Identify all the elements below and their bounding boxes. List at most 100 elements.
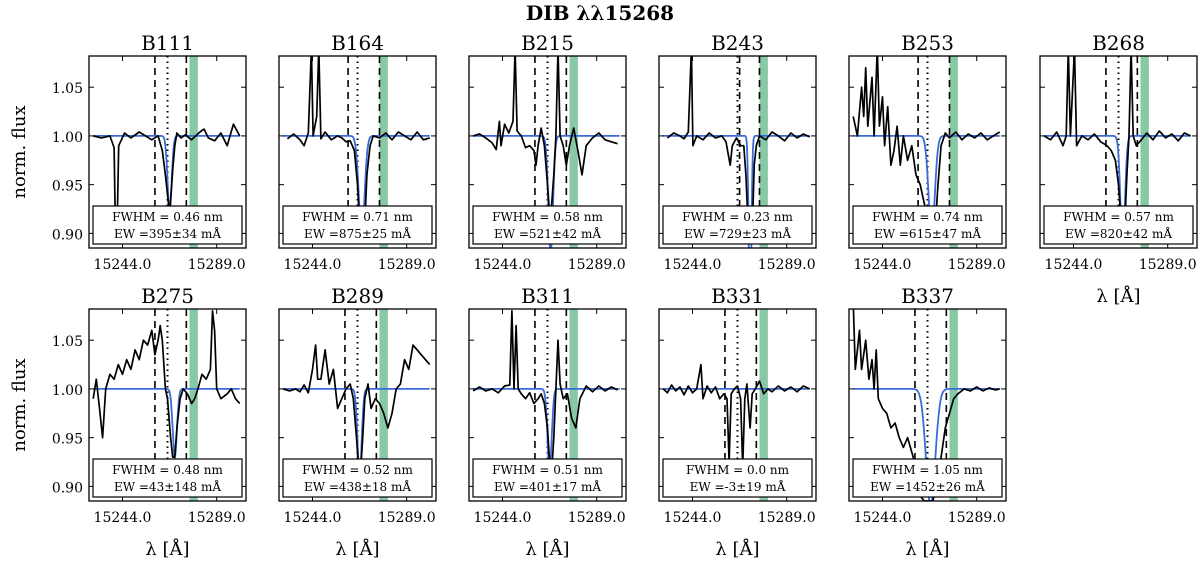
- x-tick-label: 15244.0: [94, 510, 152, 526]
- x-axis-label: λ [Å]: [525, 538, 569, 560]
- x-tick-label: 15244.0: [474, 510, 532, 526]
- shaded-band: [759, 56, 768, 248]
- fwhm-label: FWHM = 0.0 nm: [686, 463, 790, 477]
- panel-title: B275: [141, 284, 194, 308]
- ew-label: EW =521±42 mÅ: [494, 226, 601, 241]
- shaded-band: [189, 309, 198, 501]
- fwhm-label: FWHM = 0.51 nm: [492, 463, 603, 477]
- x-tick-label: 15244.0: [664, 257, 722, 273]
- panel-title: B164: [331, 31, 384, 55]
- fwhm-label: FWHM = 0.74 nm: [872, 210, 983, 224]
- shaded-band: [949, 56, 958, 248]
- spectrum-line: [92, 310, 241, 458]
- x-axis-label: λ [Å]: [715, 538, 759, 560]
- x-axis-label: λ [Å]: [905, 538, 949, 560]
- x-axis-label: λ [Å]: [1096, 285, 1140, 307]
- panel-B289: FWHM = 0.52 nm EW =438±18 mÅ B289 15244.0 15…: [278, 284, 437, 526]
- fit-curve: [853, 134, 1000, 235]
- y-tick-label: 1.05: [52, 334, 83, 350]
- spectrum-line: [852, 56, 1001, 244]
- x-tick-label: 15289.0: [188, 510, 246, 526]
- x-tick-label: 15289.0: [188, 257, 246, 273]
- y-axis-label: norm. flux: [9, 358, 30, 451]
- panel-title: B331: [711, 284, 764, 308]
- y-tick-label: 0.95: [52, 179, 83, 195]
- axes-frame: [468, 55, 627, 249]
- annotation-box: [472, 205, 623, 245]
- shaded-band: [759, 309, 768, 501]
- panel-B268: FWHM = 0.57 nm EW =820±42 mÅ B268 15244.0 15…: [1039, 31, 1198, 273]
- axes-frame: [278, 308, 437, 502]
- fwhm-label: FWHM = 0.58 nm: [492, 210, 603, 224]
- fit-curve: [93, 134, 240, 211]
- annotation-box: [662, 205, 813, 245]
- spectrum-line: [472, 310, 618, 473]
- panel-B215: FWHM = 0.58 nm EW =521±42 mÅ B215 15244.0 15…: [468, 31, 627, 273]
- x-tick-label: 15244.0: [854, 257, 912, 273]
- panel-B111: FWHM = 0.46 nm EW =395±34 mÅ B111 15244.0 15…: [52, 31, 247, 273]
- ew-label: EW =401±17 mÅ: [494, 479, 601, 494]
- annotation-box: [472, 458, 623, 498]
- x-tick-label: 15289.0: [378, 257, 436, 273]
- x-tick-label: 15244.0: [854, 510, 912, 526]
- panel-title: B289: [331, 284, 384, 308]
- panel-title: B337: [901, 284, 954, 308]
- ew-label: EW =43±148 mÅ: [114, 479, 221, 494]
- x-tick-label: 15244.0: [284, 257, 342, 273]
- x-tick-label: 15289.0: [948, 257, 1006, 273]
- ew-label: EW =729±23 mÅ: [684, 226, 791, 241]
- y-tick-label: 1.05: [52, 81, 83, 97]
- panel-B331: FWHM = 0.0 nm EW =-3±19 mÅ B331 15244.0 1528…: [658, 284, 817, 526]
- annotation-box: [1043, 205, 1194, 245]
- fwhm-label: FWHM = 0.23 nm: [682, 210, 793, 224]
- axes-frame: [468, 308, 627, 502]
- spectrum-line: [472, 56, 618, 215]
- fwhm-label: FWHM = 1.05 nm: [872, 463, 983, 477]
- panel-title: B243: [711, 31, 764, 55]
- annotation-box: [282, 458, 433, 498]
- panel-B164: FWHM = 0.71 nm EW =875±25 mÅ B164 15244.0 15…: [278, 31, 437, 273]
- axes-frame: [278, 55, 437, 249]
- shaded-band: [379, 56, 388, 248]
- spectrum-line: [666, 56, 811, 244]
- annotation-box: [282, 205, 433, 245]
- spectrum-line: [662, 363, 811, 468]
- figure-title: DIB λλ15268: [526, 1, 674, 25]
- shaded-band: [189, 56, 198, 248]
- fit-curve: [663, 134, 810, 248]
- x-tick-label: 15289.0: [568, 510, 626, 526]
- fwhm-label: FWHM = 0.48 nm: [112, 463, 223, 477]
- ew-label: EW =395±34 mÅ: [114, 226, 221, 241]
- fit-curve: [93, 387, 240, 460]
- shaded-band: [379, 309, 388, 501]
- y-tick-label: 0.95: [52, 432, 83, 448]
- fwhm-label: FWHM = 0.46 nm: [112, 210, 223, 224]
- panel-title: B111: [141, 31, 194, 55]
- ew-label: EW =438±18 mÅ: [304, 479, 411, 494]
- ew-label: EW =-3±19 mÅ: [690, 479, 786, 494]
- axes-frame: [1039, 55, 1198, 249]
- panel-title: B268: [1092, 31, 1145, 55]
- annotation-box: [92, 458, 243, 498]
- x-tick-label: 15244.0: [664, 510, 722, 526]
- axes-frame: [658, 55, 817, 249]
- panel-B275: FWHM = 0.48 nm EW =43±148 mÅ B275 15244.0 15…: [52, 284, 247, 526]
- fit-curve: [1044, 134, 1191, 245]
- axes-frame: [848, 308, 1007, 502]
- shaded-band: [569, 56, 578, 248]
- x-tick-label: 15244.0: [94, 257, 152, 273]
- panel-B337: FWHM = 1.05 nm EW =1452±26 mÅ B337 15244.0 1…: [848, 284, 1007, 526]
- shaded-band: [569, 309, 578, 501]
- x-tick-label: 15289.0: [1139, 257, 1197, 273]
- x-tick-label: 15244.0: [1045, 257, 1103, 273]
- fit-curve: [283, 387, 430, 477]
- annotation-box: [92, 205, 243, 245]
- axes-frame: [88, 308, 247, 502]
- ew-label: EW =615±47 mÅ: [874, 226, 981, 241]
- y-tick-label: 0.90: [52, 227, 83, 243]
- ew-label: EW =820±42 mÅ: [1065, 226, 1172, 241]
- annotation-box: [852, 458, 1003, 498]
- ew-label: EW =875±25 mÅ: [304, 226, 411, 241]
- x-tick-label: 15244.0: [474, 257, 532, 273]
